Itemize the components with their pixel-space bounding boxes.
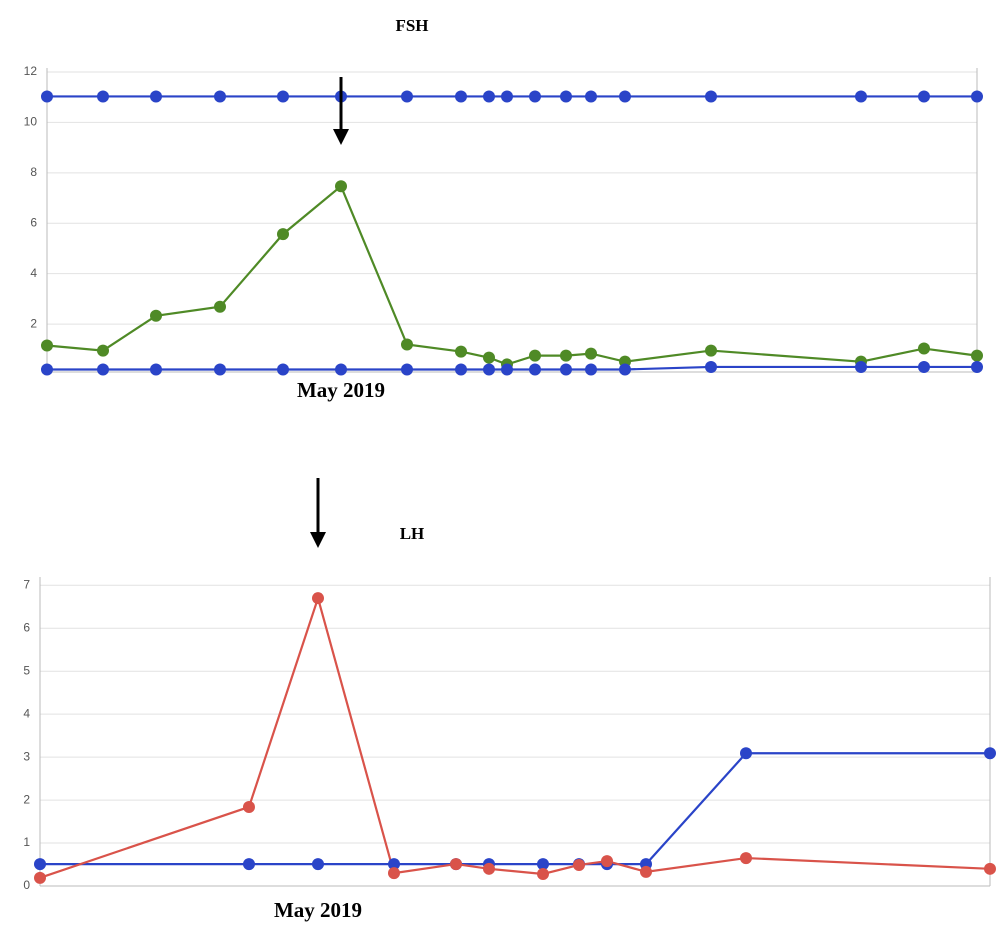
y-tick-label: 3 bbox=[23, 749, 30, 763]
data-point bbox=[855, 360, 867, 373]
y-tick-label: 4 bbox=[23, 706, 30, 720]
data-point bbox=[401, 338, 413, 351]
series-line bbox=[47, 365, 977, 371]
data-point bbox=[401, 90, 413, 103]
y-tick-label: 5 bbox=[23, 663, 30, 677]
y-tick-label: 2 bbox=[23, 792, 30, 806]
data-point bbox=[214, 90, 226, 103]
data-point bbox=[619, 363, 631, 376]
data-point bbox=[537, 867, 549, 880]
chart-title: LH bbox=[400, 524, 425, 543]
y-tick-label: 2 bbox=[30, 316, 37, 330]
data-point bbox=[150, 309, 162, 322]
data-point bbox=[335, 180, 347, 193]
chart-title: FSH bbox=[395, 16, 428, 35]
data-point bbox=[529, 90, 541, 103]
annotation-arrowhead bbox=[310, 532, 326, 548]
data-point bbox=[335, 363, 347, 376]
data-point bbox=[971, 90, 983, 103]
data-point bbox=[705, 344, 717, 357]
y-tick-label: 6 bbox=[30, 215, 37, 229]
data-point bbox=[401, 363, 413, 376]
data-point bbox=[41, 339, 53, 352]
series-line bbox=[40, 752, 990, 866]
data-point bbox=[529, 349, 541, 362]
data-point bbox=[984, 862, 996, 875]
annotation-label: May 2019 bbox=[297, 378, 385, 402]
data-point bbox=[585, 90, 597, 103]
data-point bbox=[918, 360, 930, 373]
data-point bbox=[41, 90, 53, 103]
series-line bbox=[46, 184, 978, 366]
y-tick-label: 6 bbox=[23, 620, 30, 634]
data-point bbox=[150, 363, 162, 376]
data-point bbox=[312, 592, 324, 605]
data-point bbox=[984, 747, 996, 760]
y-tick-label: 10 bbox=[24, 115, 38, 129]
data-point bbox=[483, 351, 495, 364]
data-point bbox=[277, 90, 289, 103]
data-point bbox=[601, 855, 613, 868]
data-point bbox=[573, 858, 585, 871]
data-point bbox=[619, 90, 631, 103]
data-point bbox=[243, 858, 255, 871]
data-point bbox=[214, 363, 226, 376]
data-point bbox=[560, 363, 572, 376]
data-point bbox=[971, 360, 983, 373]
data-point bbox=[97, 90, 109, 103]
data-point bbox=[150, 90, 162, 103]
data-point bbox=[483, 363, 495, 376]
data-point bbox=[971, 349, 983, 362]
data-point bbox=[34, 871, 46, 884]
data-point bbox=[529, 363, 541, 376]
data-point bbox=[312, 858, 324, 871]
data-point bbox=[855, 90, 867, 103]
annotation-label: May 2019 bbox=[274, 898, 362, 922]
y-tick-label: 7 bbox=[23, 577, 30, 591]
data-point bbox=[450, 858, 462, 871]
y-tick-label: 8 bbox=[30, 165, 37, 179]
data-point bbox=[705, 90, 717, 103]
data-point bbox=[388, 867, 400, 880]
data-point bbox=[483, 90, 495, 103]
data-point bbox=[740, 852, 752, 865]
data-point bbox=[41, 363, 53, 376]
data-point bbox=[560, 90, 572, 103]
y-tick-label: 0 bbox=[23, 878, 30, 892]
data-point bbox=[585, 363, 597, 376]
data-point bbox=[918, 90, 930, 103]
data-point bbox=[97, 363, 109, 376]
data-point bbox=[455, 345, 467, 358]
data-point bbox=[918, 342, 930, 355]
data-point bbox=[501, 363, 513, 376]
y-tick-label: 1 bbox=[23, 835, 30, 849]
data-point bbox=[277, 363, 289, 376]
data-point bbox=[560, 349, 572, 362]
data-point bbox=[537, 858, 549, 871]
data-point bbox=[388, 858, 400, 871]
series-line bbox=[39, 594, 991, 879]
data-point bbox=[740, 747, 752, 760]
data-point bbox=[243, 800, 255, 813]
annotation-arrowhead bbox=[333, 129, 349, 145]
data-point bbox=[97, 344, 109, 357]
data-point bbox=[705, 360, 717, 373]
y-tick-label: 4 bbox=[30, 266, 37, 280]
data-point bbox=[455, 90, 467, 103]
data-point bbox=[640, 865, 652, 878]
data-point bbox=[34, 858, 46, 871]
data-point bbox=[585, 347, 597, 360]
y-tick-label: 12 bbox=[24, 64, 38, 78]
data-point bbox=[501, 90, 513, 103]
data-point bbox=[214, 300, 226, 313]
data-point bbox=[277, 228, 289, 241]
data-point bbox=[483, 862, 495, 875]
data-point bbox=[455, 363, 467, 376]
